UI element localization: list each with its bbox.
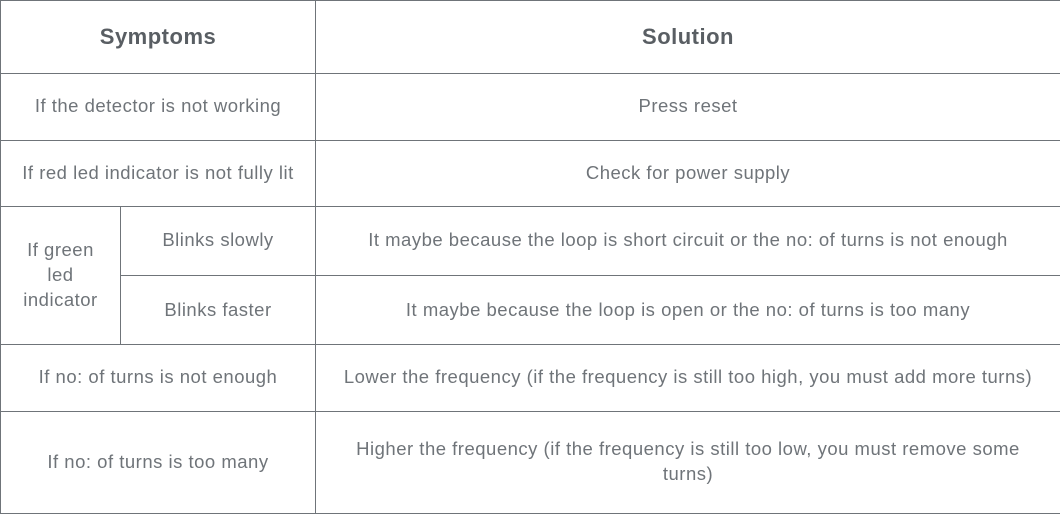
solution-cell: It maybe because the loop is open or the… (316, 276, 1060, 345)
solution-cell: Check for power supply (316, 140, 1060, 206)
header-symptoms: Symptoms (1, 1, 316, 74)
header-solution: Solution (316, 1, 1060, 74)
table-row: If red led indicator is not fully lit Ch… (1, 140, 1060, 206)
table-row: If green led indicator Blinks slowly It … (1, 206, 1060, 275)
troubleshooting-table: Symptoms Solution If the detector is not… (0, 0, 1060, 514)
symptom-cell: If no: of turns is too many (1, 411, 316, 513)
table-row: If no: of turns is too many Higher the f… (1, 411, 1060, 513)
table-row: Blinks faster It maybe because the loop … (1, 276, 1060, 345)
table-header-row: Symptoms Solution (1, 1, 1060, 74)
table-row: If no: of turns is not enough Lower the … (1, 345, 1060, 411)
table-row: If the detector is not working Press res… (1, 74, 1060, 140)
symptom-sub-cell: Blinks faster (121, 276, 316, 345)
troubleshooting-table-container: Symptoms Solution If the detector is not… (0, 0, 1060, 514)
solution-cell: Lower the frequency (if the frequency is… (316, 345, 1060, 411)
symptom-group-cell: If green led indicator (1, 206, 121, 344)
symptom-cell: If red led indicator is not fully lit (1, 140, 316, 206)
symptom-sub-cell: Blinks slowly (121, 206, 316, 275)
symptom-cell: If the detector is not working (1, 74, 316, 140)
solution-cell: It maybe because the loop is short circu… (316, 206, 1060, 275)
symptom-cell: If no: of turns is not enough (1, 345, 316, 411)
solution-cell: Higher the frequency (if the frequency i… (316, 411, 1060, 513)
solution-cell: Press reset (316, 74, 1060, 140)
